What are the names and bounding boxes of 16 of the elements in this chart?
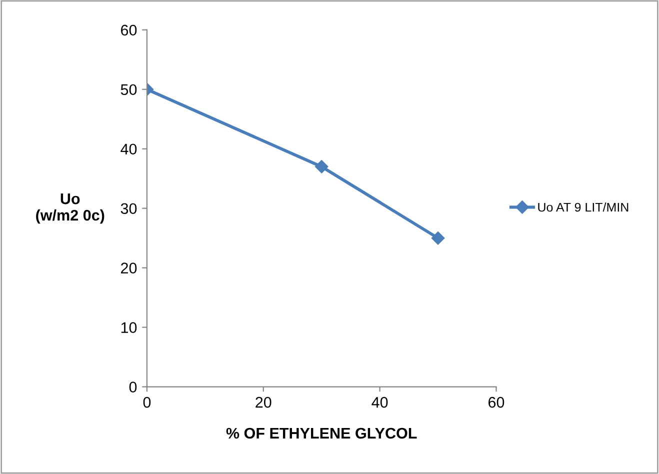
y-tick-label: 30 xyxy=(120,203,137,214)
y-tick-label: 60 xyxy=(121,24,137,36)
y-tick-label: 50 xyxy=(120,84,137,96)
y-tick-label: 10 xyxy=(121,322,137,333)
y-tick-label: 0 xyxy=(129,382,137,392)
point xyxy=(315,160,328,174)
x-tick-label: 60 xyxy=(488,396,504,408)
x-tick-label: 0 xyxy=(143,396,151,408)
x-tick-label: 40 xyxy=(372,396,388,408)
y-tick-label: 20 xyxy=(121,262,137,274)
x-tick-label: 20 xyxy=(256,396,272,408)
y-tick-label: 40 xyxy=(120,144,137,155)
legend-label: Uo AT 9 LIT/MIN xyxy=(538,202,628,212)
point xyxy=(431,231,445,245)
x-axis-title: % OF ETHYLENE GLYCOL xyxy=(226,428,417,439)
y-axis-title: Uo (w/m2 0c) xyxy=(36,194,104,224)
